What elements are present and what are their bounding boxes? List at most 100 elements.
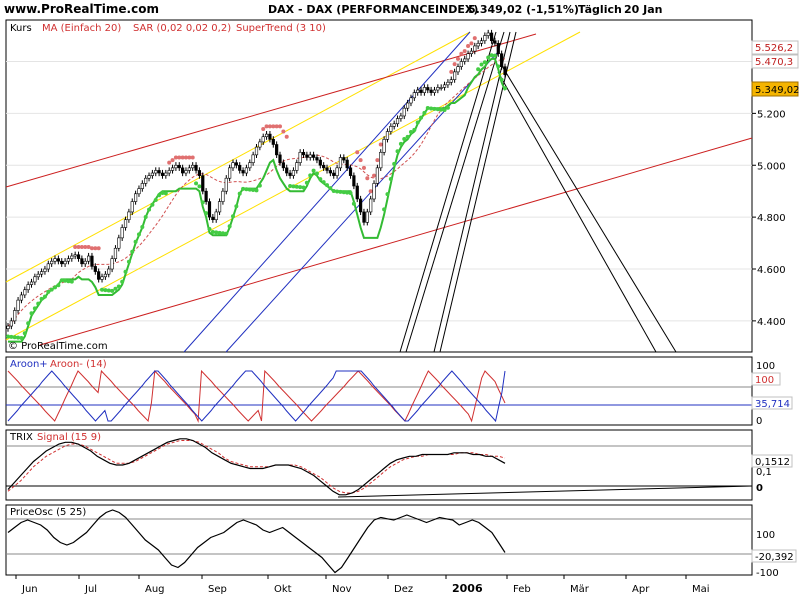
candle-body (281, 162, 285, 169)
sar-dot (358, 158, 363, 163)
sar-dot (113, 286, 118, 291)
price-y-tick-label: 4.800 (757, 213, 786, 224)
legend-ma: MA (Einfach 20) (42, 23, 121, 34)
candle-body (36, 273, 40, 278)
candle-body (288, 172, 292, 176)
trix-ytick-0: 0 (756, 483, 763, 494)
candle-body (184, 170, 188, 174)
sar-dot (237, 191, 242, 196)
trix-signal-line (7, 440, 506, 494)
candle-body (154, 170, 158, 174)
sar-dot (294, 184, 299, 189)
sar-dot (12, 335, 17, 340)
price-y-tick-label: 5.000 (757, 161, 786, 172)
sar-dot (29, 311, 34, 316)
candle-body (406, 102, 410, 109)
aroon-up-tag: 100 (755, 375, 774, 386)
candle-body (187, 167, 191, 171)
sar-dot (59, 278, 64, 283)
sar-dot (143, 214, 148, 219)
sar-dot (298, 185, 303, 190)
brand-logo-text[interactable]: www.ProRealTime.com (4, 2, 159, 16)
aroon-tag-box-1 (751, 372, 781, 386)
candle-body (127, 211, 131, 221)
sar-dot (194, 181, 199, 186)
candle-body (123, 219, 128, 228)
sar-dot (126, 259, 131, 264)
sar-dot (435, 107, 440, 112)
candle-body (305, 154, 309, 158)
sar-dot (224, 231, 229, 236)
sar-dot (328, 186, 333, 191)
candle-body (113, 247, 118, 259)
sar-dot (251, 188, 256, 193)
sar-dot (291, 184, 296, 189)
sar-dot (311, 168, 316, 173)
sar-dot (422, 110, 427, 115)
sar-dot (278, 124, 283, 129)
candle-body (234, 162, 238, 166)
candle-body (160, 172, 165, 176)
sar-dot (264, 124, 269, 129)
candle-body (60, 260, 64, 265)
candle-body (211, 216, 215, 221)
candle-body (204, 190, 208, 202)
candle-body (29, 281, 34, 285)
candle-body (97, 271, 101, 280)
sar-dot (204, 211, 209, 216)
legend-trix: TRIX (9, 432, 33, 443)
trix-panel[interactable]: TRIX Signal (15 9) 0,1512 0,1 0 (5, 429, 793, 501)
sar-dot (355, 150, 360, 155)
candle-body (100, 276, 104, 280)
sar-dot (345, 190, 350, 195)
candle-body (352, 175, 356, 187)
candle-body (23, 289, 27, 296)
candle-body (322, 164, 326, 169)
candle-body (416, 89, 420, 93)
sar-dot (274, 124, 279, 129)
legend-sar: SAR (0,02 0,02 0,2) (133, 23, 231, 34)
x-tick-label: Apr (632, 584, 650, 595)
trix-tag: 0,1512 (755, 457, 790, 468)
trix-line (7, 438, 506, 496)
sar-dot (147, 207, 152, 212)
candle-body (70, 255, 74, 259)
sar-dot (325, 183, 330, 188)
candle-body (134, 193, 138, 202)
priceosc-tag: -20,392 (755, 552, 794, 563)
sar-dot (96, 246, 101, 251)
candle-body (432, 89, 437, 93)
sar-dot (63, 278, 68, 283)
candle-body (422, 87, 427, 93)
sar-dot (73, 244, 78, 249)
blue-trend-upper (183, 31, 471, 353)
candle-body (489, 32, 494, 42)
candle-body (140, 183, 144, 189)
priceosc-panel[interactable]: PriceOsc (5 25) 100 -20,392 -100 (5, 504, 797, 579)
candle-body (93, 266, 97, 272)
candle-body (9, 320, 13, 327)
candle-body (174, 164, 178, 169)
sar-dot (170, 158, 175, 163)
sar-dot (321, 180, 326, 185)
sar-dot (36, 301, 41, 306)
sar-dot (26, 321, 31, 326)
x-tick-label: Dez (394, 584, 413, 595)
price-y-tick-label: 4.600 (757, 265, 786, 276)
candle-body (33, 276, 37, 283)
candle-body (348, 167, 353, 176)
legend-trix-signal: Signal (15 9) (37, 432, 101, 443)
candle-body (66, 258, 71, 262)
candle-body (167, 170, 171, 174)
sar-dot (93, 246, 98, 251)
candle-body (486, 32, 490, 36)
watermark: © ProRealTime.com (8, 341, 108, 352)
sar-dot (382, 207, 387, 212)
candle-body (301, 151, 306, 156)
sar-dot (466, 43, 471, 48)
aroon-panel[interactable]: Aroon+ Aroon- (14) 100 0 100 35,714 (5, 356, 793, 427)
candle-body (16, 299, 20, 311)
candle-body (446, 81, 450, 86)
